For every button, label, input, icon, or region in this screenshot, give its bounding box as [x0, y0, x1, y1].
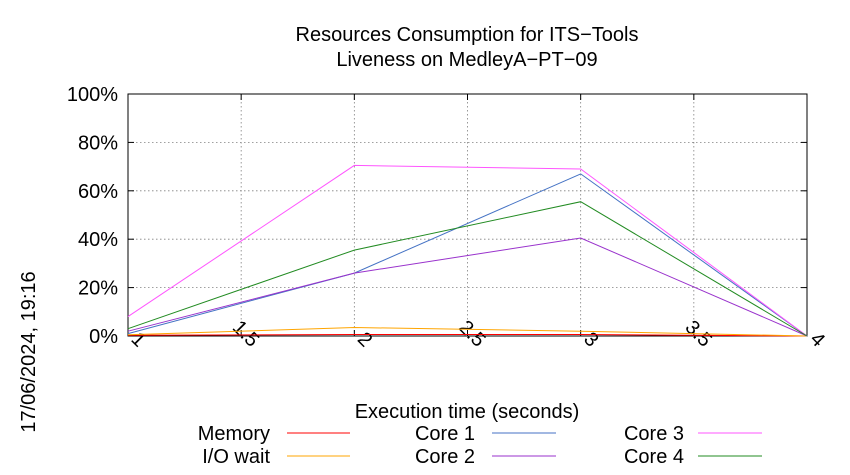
grid-lines: [128, 94, 807, 336]
chart-subtitle: Liveness on MedleyA−PT−09: [336, 49, 597, 71]
x-tick-label: 1.5: [228, 316, 263, 351]
series-line-i-o-wait: [127, 326, 808, 337]
series-line-core-4: [127, 201, 808, 337]
series-line-core-3: [127, 164, 808, 337]
series-line-memory: [127, 334, 808, 337]
y-tick-label: 20%: [78, 278, 118, 300]
y-tick-label: 100%: [67, 84, 118, 106]
series-line-core-2: [127, 237, 808, 337]
x-axis-label: Execution time (seconds): [355, 401, 580, 423]
legend-label-core-1: Core 1: [415, 423, 475, 445]
series-lines: [127, 164, 808, 337]
legend-label-core-3: Core 3: [624, 423, 684, 445]
y-tick-label: 40%: [78, 229, 118, 251]
x-axis-ticks: 1 1.5 2 2.5 3 3.5 4: [127, 94, 829, 352]
x-tick-label: 2: [353, 328, 376, 351]
x-tick-label: 2.5: [454, 316, 489, 351]
x-tick-label: 4: [806, 328, 829, 351]
y-axis-ticks: 0% 20% 40% 60% 80% 100%: [67, 84, 807, 348]
timestamp-label: 17/06/2024, 19:16: [18, 271, 40, 432]
y-tick-label: 60%: [78, 181, 118, 203]
y-tick-label: 80%: [78, 132, 118, 154]
chart-title: Resources Consumption for ITS−Tools: [296, 24, 639, 46]
series-line-core-1: [127, 173, 808, 337]
legend-label-i-o-wait: I/O wait: [202, 446, 270, 468]
legend-label-memory: Memory: [198, 423, 270, 445]
x-tick-label: 1: [127, 328, 150, 351]
y-tick-label: 0%: [89, 326, 118, 348]
legend-label-core-2: Core 2: [415, 446, 475, 468]
legend-label-core-4: Core 4: [624, 446, 684, 468]
